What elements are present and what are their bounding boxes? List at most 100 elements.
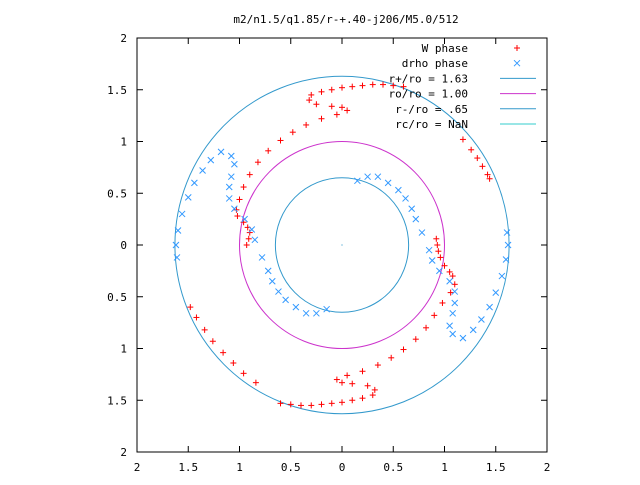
drho-phase-point bbox=[275, 288, 282, 295]
radius-circle bbox=[274, 177, 410, 313]
drho-phase-point bbox=[469, 326, 477, 334]
w-phase-point bbox=[318, 115, 325, 122]
w-phase-point bbox=[243, 242, 250, 248]
w-phase-point bbox=[449, 273, 456, 280]
w-phase-point bbox=[431, 312, 438, 319]
w-phase-point bbox=[359, 368, 366, 375]
w-phase-point bbox=[459, 136, 466, 143]
w-phase-point bbox=[339, 379, 345, 386]
w-phase-point bbox=[339, 104, 345, 111]
w-phase-point bbox=[380, 81, 386, 88]
w-phase-point bbox=[328, 400, 335, 407]
legend-label: r+/ro = 1.63 bbox=[389, 72, 468, 85]
drho-phase-point bbox=[217, 148, 225, 156]
x-tick-label: 1.5 bbox=[178, 461, 198, 474]
w-phase-point bbox=[374, 362, 381, 369]
w-phase-point bbox=[289, 129, 296, 136]
w-phase-point bbox=[484, 171, 491, 178]
w-phase-point bbox=[400, 346, 407, 353]
drho-phase-point bbox=[313, 309, 320, 317]
w-phase-point bbox=[441, 262, 448, 269]
w-phase-point bbox=[246, 229, 253, 236]
drho-phase-point bbox=[184, 194, 192, 201]
x-tick-label: 0 bbox=[339, 461, 346, 474]
drho-phase-point bbox=[231, 205, 238, 213]
radius-circles bbox=[174, 75, 510, 415]
w-phase-point bbox=[400, 83, 407, 90]
x-tick-label: 0.5 bbox=[383, 461, 403, 474]
drho-phase-point bbox=[178, 210, 186, 218]
drho-phase-point bbox=[459, 334, 467, 342]
legend-label: rc/ro = NaN bbox=[395, 118, 468, 131]
w-phase-point bbox=[435, 248, 442, 255]
drho-phase-point bbox=[225, 183, 233, 191]
origin-dot bbox=[341, 244, 343, 246]
w-phase-point bbox=[230, 359, 237, 366]
w-phase-point bbox=[468, 146, 475, 153]
drho-phase-point bbox=[384, 179, 392, 187]
data-points bbox=[172, 81, 512, 409]
w-phase-point bbox=[234, 213, 241, 220]
x-axis: 2 1.5 1 0.5 0 0.5 1 1.5 2 bbox=[134, 38, 551, 474]
drho-phase-point bbox=[492, 289, 500, 296]
w-phase-point bbox=[220, 349, 227, 356]
w-phase-point bbox=[236, 196, 243, 203]
w-phase-point bbox=[277, 400, 284, 407]
w-phase-point bbox=[349, 380, 356, 387]
w-phase-point bbox=[246, 171, 253, 178]
drho-phase-point bbox=[451, 288, 459, 295]
w-phase-point bbox=[474, 155, 481, 162]
y-tick-label: 1 bbox=[120, 136, 127, 149]
w-phase-point bbox=[306, 97, 313, 104]
legend-label: ro/ro = 1.00 bbox=[389, 88, 468, 101]
w-phase-point bbox=[287, 401, 294, 408]
chart-title: m2/n1.5/q1.85/r-+.40-j206/M5.0/512 bbox=[233, 13, 458, 26]
w-phase-point bbox=[333, 376, 340, 383]
w-phase-point bbox=[434, 242, 441, 248]
w-phase-point bbox=[240, 184, 247, 191]
w-phase-point bbox=[313, 101, 320, 108]
w-phase-point bbox=[412, 336, 419, 343]
drho-phase-point bbox=[173, 254, 181, 261]
drho-phase-point bbox=[436, 267, 443, 275]
drho-phase-point bbox=[503, 229, 511, 236]
drho-phase-point bbox=[292, 303, 300, 311]
drho-phase-point bbox=[227, 173, 235, 181]
drho-phase-point bbox=[268, 277, 276, 285]
w-phase-point bbox=[371, 386, 378, 393]
w-phase-point bbox=[240, 370, 247, 377]
drho-phase-point bbox=[418, 229, 426, 236]
w-phase-point bbox=[437, 254, 444, 261]
w-phase-point bbox=[328, 86, 335, 93]
drho-phase-point bbox=[241, 215, 248, 223]
w-phase-point bbox=[277, 137, 284, 144]
w-phase-point bbox=[446, 268, 453, 275]
drho-phase-point bbox=[191, 179, 198, 187]
drho-phase-point bbox=[231, 160, 238, 168]
w-phase-point bbox=[193, 314, 200, 321]
drho-phase-point bbox=[282, 296, 289, 304]
w-phase-point bbox=[308, 91, 315, 98]
w-phase-point bbox=[439, 299, 446, 306]
drho-phase-point bbox=[498, 272, 506, 280]
w-phase-point bbox=[344, 372, 351, 379]
w-phase-point bbox=[245, 235, 252, 242]
x-tick-label: 1.5 bbox=[486, 461, 506, 474]
drho-phase-point bbox=[258, 254, 266, 261]
w-phase-point bbox=[318, 88, 325, 95]
legend-label: drho phase bbox=[402, 57, 468, 70]
x-tick-label: 2 bbox=[544, 461, 551, 474]
drho-phase-point bbox=[251, 236, 259, 244]
y-tick-label: 0 bbox=[120, 239, 127, 252]
drho-phase-point bbox=[248, 226, 256, 233]
w-phase-point bbox=[388, 354, 395, 361]
w-phase-point bbox=[447, 289, 454, 296]
w-phase-point bbox=[333, 111, 340, 118]
legend-label: W phase bbox=[422, 42, 468, 55]
w-phase-point bbox=[349, 397, 356, 404]
w-phase-point bbox=[265, 147, 272, 154]
w-phase-point bbox=[486, 175, 493, 182]
drho-phase-point bbox=[395, 186, 402, 194]
drho-phase-point bbox=[451, 299, 459, 307]
w-phase-point bbox=[433, 235, 440, 242]
